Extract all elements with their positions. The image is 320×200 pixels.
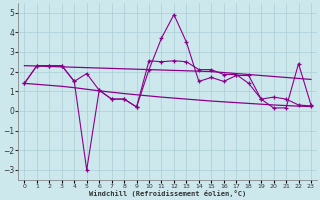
X-axis label: Windchill (Refroidissement éolien,°C): Windchill (Refroidissement éolien,°C) [89,190,246,197]
